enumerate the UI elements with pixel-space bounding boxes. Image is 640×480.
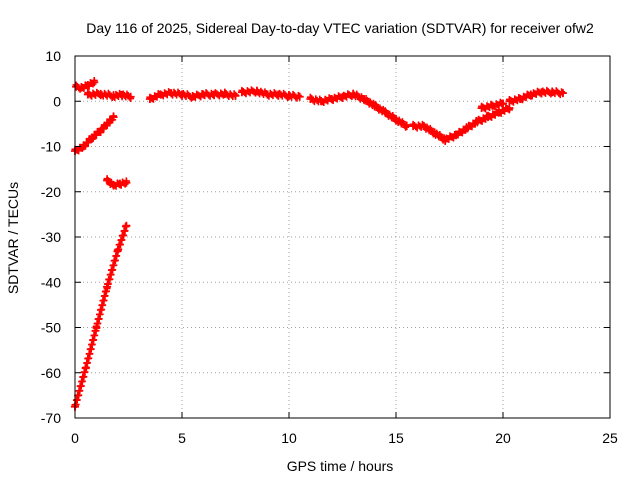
y-tick-label: -20 xyxy=(41,184,61,200)
data-point xyxy=(122,178,131,187)
data-point xyxy=(359,94,368,103)
data-point xyxy=(188,92,197,101)
data-point xyxy=(409,122,418,131)
x-tick-label: 15 xyxy=(388,430,404,446)
data-point xyxy=(263,90,272,99)
x-tick-label: 10 xyxy=(281,430,297,446)
data-point xyxy=(381,108,390,117)
data-point xyxy=(419,122,428,131)
data-segment xyxy=(71,221,131,411)
y-tick-label: 0 xyxy=(53,93,61,109)
data-point xyxy=(537,88,546,97)
data-point xyxy=(526,90,535,99)
data-point xyxy=(462,124,471,133)
data-point xyxy=(96,126,105,135)
data-point xyxy=(317,97,326,106)
data-point xyxy=(274,90,283,99)
data-segment xyxy=(477,98,507,113)
data-point xyxy=(231,91,240,100)
data-point xyxy=(145,94,154,103)
y-tick-label: -40 xyxy=(41,274,61,290)
data-point xyxy=(118,90,127,99)
data-point xyxy=(81,364,90,373)
data-point xyxy=(441,135,450,144)
data-point xyxy=(109,91,118,100)
data-point xyxy=(92,323,101,332)
data-point xyxy=(113,246,122,255)
data-point xyxy=(285,91,293,100)
x-axis-title: GPS time / hours xyxy=(287,458,394,474)
y-tick-label: -70 xyxy=(41,410,61,426)
y-tick-label: -60 xyxy=(41,365,61,381)
data-point xyxy=(199,90,208,99)
data-segment xyxy=(505,86,567,106)
data-point xyxy=(220,90,229,99)
x-tick-label: 0 xyxy=(71,430,79,446)
data-point xyxy=(505,104,514,113)
data-point xyxy=(392,115,400,124)
data-point xyxy=(115,179,124,188)
data-segment xyxy=(237,86,304,102)
y-tick-label: 10 xyxy=(45,48,61,64)
data-point xyxy=(484,113,493,122)
y-tick-label: -50 xyxy=(41,320,61,336)
data-point xyxy=(558,88,566,96)
data-point xyxy=(294,91,302,99)
data-segment xyxy=(103,175,131,190)
x-tick-label: 25 xyxy=(602,430,618,446)
data-point xyxy=(488,101,497,110)
data-point xyxy=(494,108,503,117)
data-point xyxy=(505,97,514,106)
data-point xyxy=(558,89,567,98)
x-tick-label: 20 xyxy=(495,430,511,446)
data-point xyxy=(167,89,176,98)
data-point xyxy=(88,133,97,142)
data-point xyxy=(370,101,379,110)
data-point xyxy=(83,90,92,99)
data-point xyxy=(77,83,86,92)
data-point xyxy=(103,282,112,291)
y-tick-label: -10 xyxy=(41,139,61,155)
x-tick-label: 5 xyxy=(178,430,186,446)
data-point xyxy=(72,82,81,91)
data-segment xyxy=(83,88,135,103)
data-point xyxy=(237,88,246,97)
data-points xyxy=(71,76,567,411)
data-point xyxy=(295,92,304,101)
data-point xyxy=(156,90,165,99)
data-point xyxy=(84,139,92,147)
data-point xyxy=(96,90,105,99)
data-point xyxy=(122,221,131,230)
y-tick-label: -30 xyxy=(41,229,61,245)
data-point xyxy=(306,94,315,103)
data-point xyxy=(430,128,439,137)
data-point xyxy=(252,87,261,96)
data-segment xyxy=(145,88,240,103)
axis-ticks: 0 5 10 15 20 25 -70 -60 -50 -40 -30 -20 -10 0 10 xyxy=(41,48,618,446)
data-point xyxy=(349,90,358,99)
data-point xyxy=(338,92,347,101)
data-segment xyxy=(306,89,411,131)
data-point xyxy=(103,119,112,128)
data-point xyxy=(109,180,118,189)
data-point xyxy=(210,90,219,99)
data-point xyxy=(178,90,186,99)
data-point xyxy=(83,80,92,89)
y-axis-title: SDTVAR / TECUs xyxy=(5,182,21,294)
data-point xyxy=(548,88,557,97)
data-segment xyxy=(409,104,514,146)
data-point xyxy=(499,99,507,108)
data-point xyxy=(90,78,99,87)
data-point xyxy=(516,94,525,103)
data-point xyxy=(451,131,460,140)
data-point xyxy=(327,94,336,103)
data-point xyxy=(473,117,482,126)
data-point xyxy=(126,92,135,101)
data-point xyxy=(103,176,112,185)
data-point xyxy=(477,104,486,113)
data-point xyxy=(109,113,118,122)
chart-title: Day 116 of 2025, Sidereal Day-to-day VTE… xyxy=(86,20,594,36)
